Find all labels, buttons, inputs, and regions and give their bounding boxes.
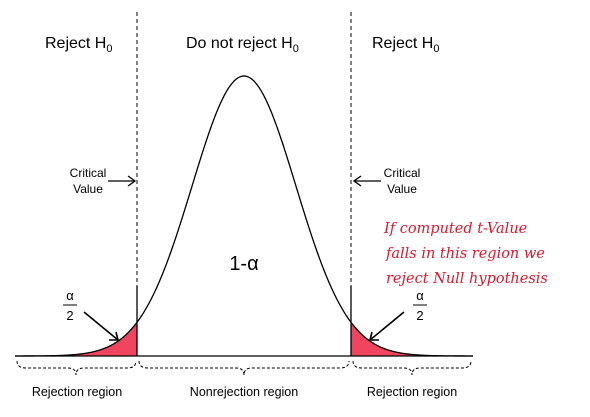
critical-value-right-line2: Value xyxy=(387,182,417,196)
critical-value-right-line1: Critical xyxy=(384,166,421,180)
alpha-half-left: α 2 xyxy=(63,288,77,323)
region-label-right: Rejection region xyxy=(367,385,457,399)
header-do-not-reject: Do not reject H0 xyxy=(186,35,299,55)
svg-text:2: 2 xyxy=(416,308,423,323)
critical-value-left-line1: Critical xyxy=(70,166,107,180)
alpha-half-right: α 2 xyxy=(413,288,427,323)
header-reject-left: Reject H0 xyxy=(45,35,112,55)
tail-arrow-left xyxy=(83,311,120,341)
brace-right xyxy=(352,360,472,376)
brace-left xyxy=(16,360,137,376)
svg-text:2: 2 xyxy=(66,308,73,323)
critical-arrow-left xyxy=(108,175,137,187)
svg-text:α: α xyxy=(66,288,74,303)
handwritten-note-line2: falls in this region we xyxy=(385,246,545,262)
normal-curve xyxy=(15,75,473,357)
handwritten-note-line1: If computed t-Value xyxy=(383,221,527,237)
svg-text:α: α xyxy=(416,288,424,303)
center-area-label: 1-α xyxy=(229,253,258,275)
region-label-left: Rejection region xyxy=(32,385,122,399)
brace-middle xyxy=(138,360,350,376)
region-label-middle: Nonrejection region xyxy=(190,385,298,399)
left-tail-shaded-area xyxy=(15,322,137,356)
right-tail-shaded-area xyxy=(351,322,473,356)
critical-arrow-right xyxy=(352,175,381,187)
handwritten-note-line3: reject Null hypothesis xyxy=(386,271,548,287)
critical-value-left-line2: Value xyxy=(73,182,103,196)
header-reject-right: Reject H0 xyxy=(372,35,439,55)
tail-arrow-right xyxy=(368,311,405,341)
